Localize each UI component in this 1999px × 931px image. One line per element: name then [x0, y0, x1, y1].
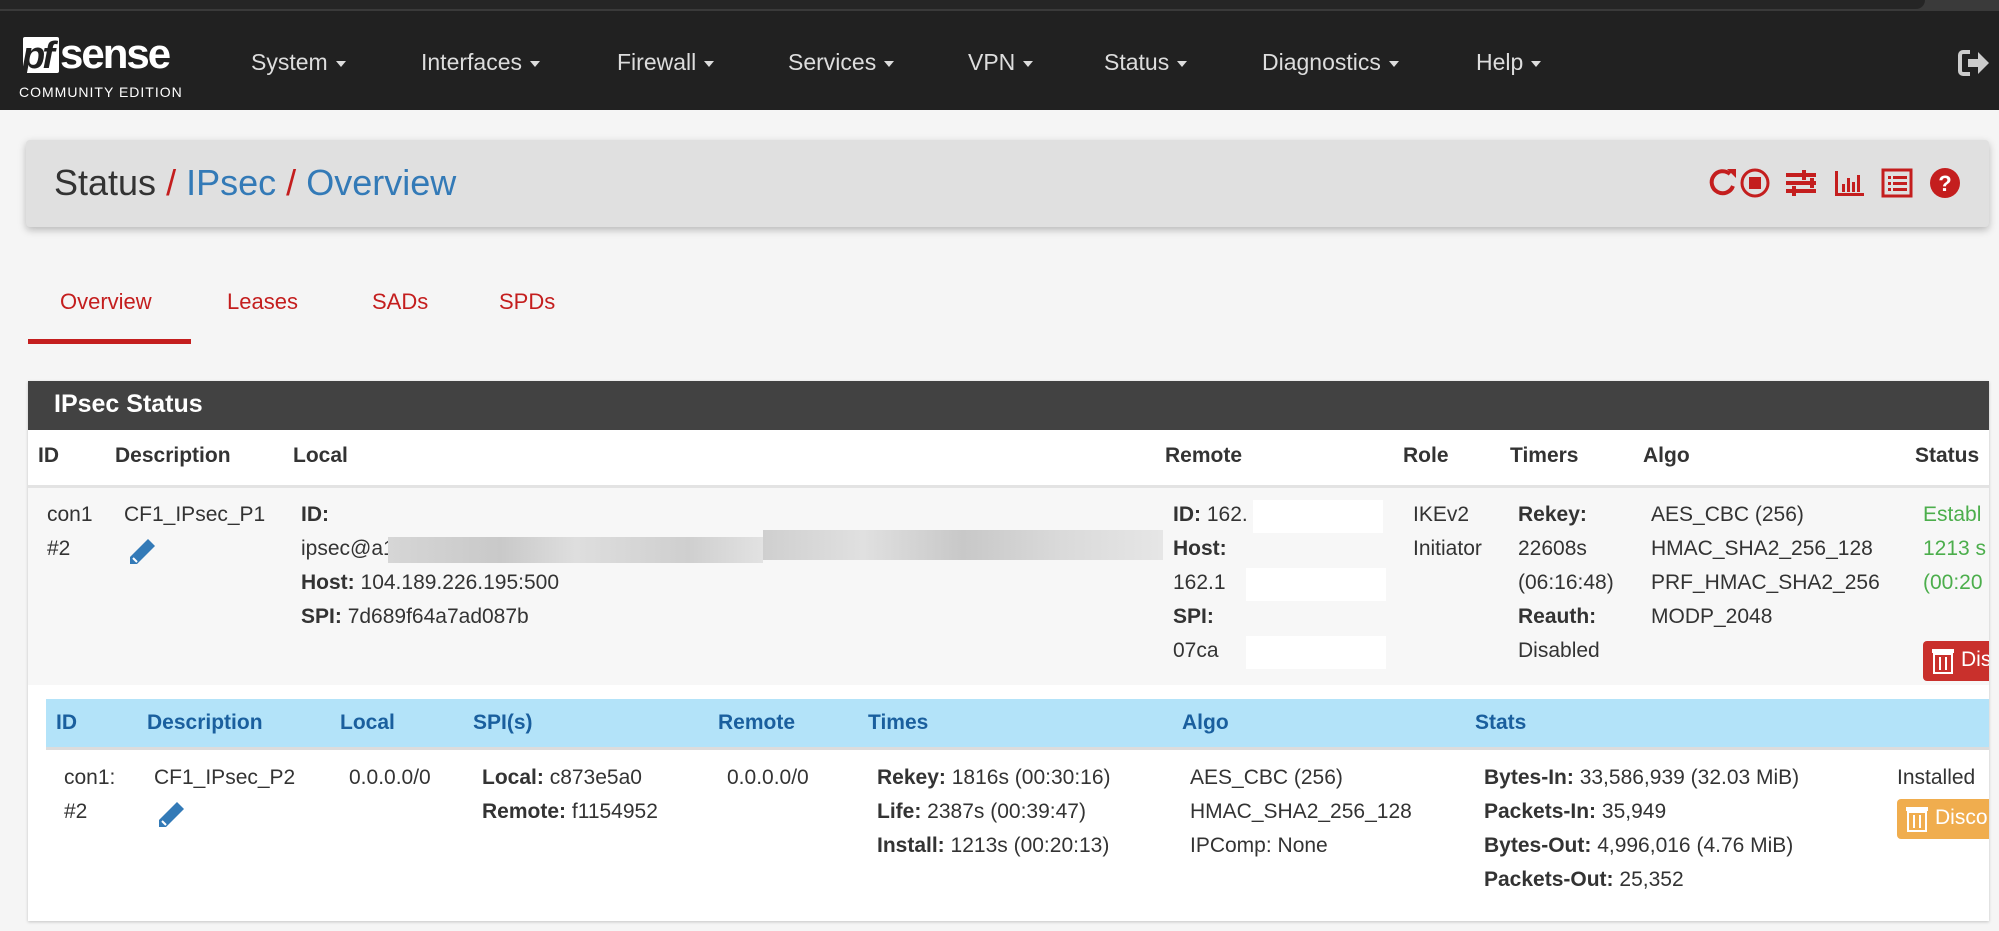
p2-algo: AES_CBC (256) HMAC_SHA2_256_128 IPComp: No… [1190, 766, 1412, 857]
child-col-algo: Algo [1182, 711, 1229, 734]
p1-status: Establ 1213 s (00:20 [1923, 503, 1987, 594]
nav-diagnostics[interactable]: Diagnostics [1262, 49, 1399, 76]
active-tab-indicator [28, 339, 191, 344]
col-remote: Remote [1165, 444, 1243, 467]
nav-help[interactable]: Help [1476, 49, 1542, 76]
tab-leases[interactable]: Leases [227, 289, 298, 314]
caret-down-icon [1023, 60, 1034, 67]
col-role: Role [1403, 444, 1449, 467]
breadcrumb-ipsec[interactable]: IPsec [186, 162, 277, 203]
disconnect-p1-button[interactable]: Dis [1923, 641, 1989, 681]
navbar: pf sense COMMUNITY EDITION System Interfa… [0, 11, 1999, 110]
p1-algo: AES_CBC (256) HMAC_SHA2_256_128 PRF_HMAC_S… [1651, 503, 1880, 628]
logout-icon[interactable] [1958, 49, 1990, 77]
edition-label: COMMUNITY EDITION [19, 84, 183, 100]
redacted-blur [388, 537, 763, 563]
panel-title: IPsec Status [28, 381, 1989, 430]
p1-description: CF1_IPsec_P1 [124, 503, 266, 526]
col-local: Local [293, 444, 348, 467]
log-list-icon[interactable] [1880, 166, 1914, 200]
disconnect-p2-button[interactable]: Disco [1897, 799, 1989, 839]
browser-top-strip [0, 0, 1999, 11]
child-col-remote: Remote [718, 711, 796, 734]
col-description: Description [115, 444, 231, 467]
stop-icon[interactable] [1738, 166, 1772, 200]
col-timers: Timers [1510, 444, 1579, 467]
redacted-block [1246, 568, 1386, 601]
tab-sads[interactable]: SADs [372, 289, 429, 314]
child-col-times: Times [868, 711, 929, 734]
col-id: ID [38, 444, 59, 467]
nav-vpn[interactable]: VPN [968, 49, 1034, 76]
p2-status: Installed [1897, 766, 1976, 789]
breadcrumb-overview[interactable]: Overview [306, 162, 457, 203]
help-icon[interactable]: ? [1928, 166, 1962, 200]
nav-system[interactable]: System [251, 49, 346, 76]
p1-id: con1 #2 [47, 503, 93, 560]
p2-remote: 0.0.0.0/0 [727, 766, 809, 789]
p2-stats: Bytes-In: 33,586,939 (32.03 MiB) Packets… [1484, 766, 1800, 891]
edit-pencil-icon[interactable] [126, 536, 158, 568]
settings-sliders-icon[interactable] [1784, 166, 1818, 200]
refresh-icon[interactable] [1706, 166, 1740, 200]
nav-services[interactable]: Services [788, 49, 895, 76]
redacted-block [1253, 500, 1383, 533]
breadcrumb: Status / IPsec / Overview [54, 162, 457, 203]
tab-overview[interactable]: Overview [60, 289, 152, 314]
caret-down-icon [335, 60, 346, 67]
trash-icon [1932, 649, 1954, 674]
caret-down-icon [1177, 60, 1188, 67]
child-col-spis: SPI(s) [473, 711, 533, 734]
child-col-local: Local [340, 711, 395, 734]
table-row-p1: con1 #2 CF1_IPsec_P1 ID: ipsec@a1c Host: … [28, 485, 1989, 685]
redacted-block [1246, 636, 1386, 669]
child-col-stats: Stats [1475, 711, 1527, 734]
p2-id: con1: #2 [64, 766, 116, 823]
caret-down-icon [530, 60, 540, 67]
caret-down-icon [1388, 60, 1399, 67]
caret-down-icon [1531, 60, 1542, 67]
p2-local: 0.0.0.0/0 [349, 766, 431, 789]
breadcrumb-status: Status [54, 162, 157, 203]
child-sa-header: ID Description Local SPI(s) Remote Times… [46, 699, 1989, 750]
col-algo: Algo [1643, 444, 1690, 467]
nav-interfaces[interactable]: Interfaces [421, 49, 540, 76]
svg-text:?: ? [1938, 171, 1951, 196]
nav-status[interactable]: Status [1104, 49, 1188, 76]
chart-icon[interactable] [1832, 166, 1866, 200]
ipsec-status-panel: IPsec Status ID Description Local Remote… [28, 381, 1989, 921]
p2-description: CF1_IPsec_P2 [154, 766, 296, 789]
caret-down-icon [704, 60, 715, 67]
child-col-id: ID [56, 711, 77, 734]
p1-role: IKEv2 Initiator [1413, 503, 1482, 560]
edit-pencil-icon[interactable] [155, 799, 187, 831]
p1-local: ID: ipsec@a1c Host: 104.189.226.195:500 … [301, 503, 560, 628]
p1-timers: Rekey: 22608s (06:16:48) Reauth: Disabled [1518, 503, 1614, 662]
trash-icon [1906, 807, 1928, 832]
page-header: Status / IPsec / Overview ? [26, 140, 1989, 227]
redacted-blur [763, 530, 1163, 560]
child-col-description: Description [147, 711, 263, 734]
p2-times: Rekey: 1816s (00:30:16) Life: 2387s (00:… [877, 766, 1111, 857]
tab-spds[interactable]: SPDs [499, 289, 556, 314]
nav-firewall[interactable]: Firewall [617, 49, 715, 76]
caret-down-icon [884, 60, 895, 67]
col-status: Status [1915, 444, 1980, 467]
p1-remote: ID: 162. Host: 162.1 SPI: 07ca [1173, 503, 1248, 662]
p2-spis: Local: c873e5a0 Remote: f1154952 [482, 766, 658, 823]
